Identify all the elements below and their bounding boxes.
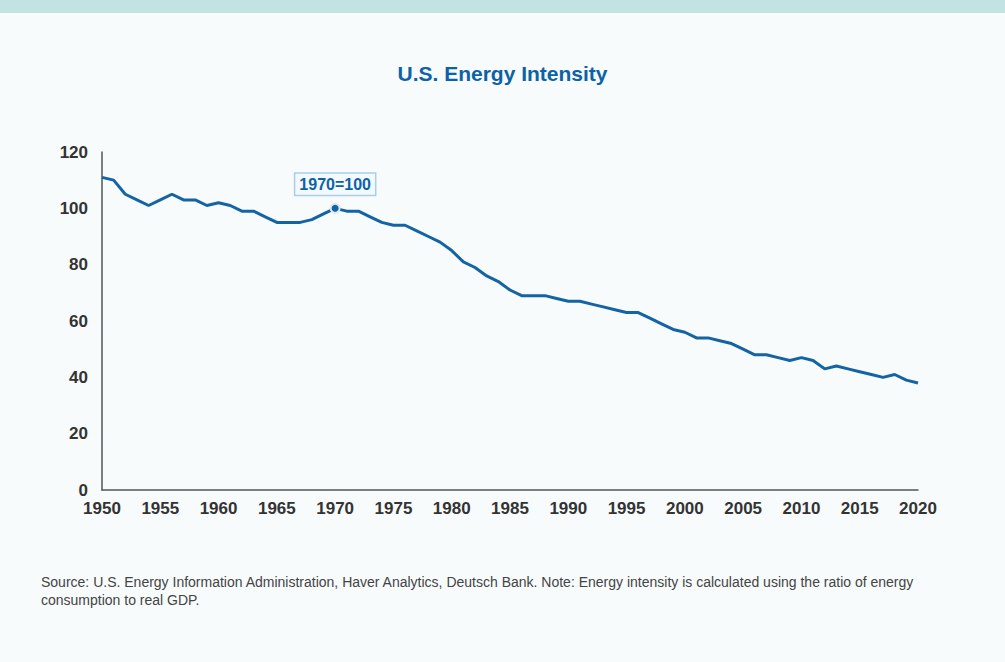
svg-text:20: 20: [69, 424, 88, 443]
svg-text:Source: U.S. Energy Informatio: Source: U.S. Energy Information Administ…: [41, 574, 917, 590]
svg-text:1970=100: 1970=100: [299, 176, 371, 193]
svg-text:80: 80: [69, 255, 88, 274]
svg-text:1995: 1995: [608, 499, 646, 518]
svg-text:1990: 1990: [549, 499, 587, 518]
svg-text:0: 0: [79, 481, 88, 500]
svg-text:consumption to real GDP.: consumption to real GDP.: [41, 592, 200, 608]
svg-text:1950: 1950: [83, 499, 121, 518]
svg-text:120: 120: [60, 143, 88, 162]
svg-text:1970: 1970: [316, 499, 354, 518]
svg-text:1955: 1955: [141, 499, 179, 518]
svg-text:1980: 1980: [433, 499, 471, 518]
svg-text:U.S. Energy Intensity: U.S. Energy Intensity: [397, 62, 607, 85]
svg-text:2000: 2000: [666, 499, 704, 518]
svg-text:2015: 2015: [841, 499, 879, 518]
svg-text:60: 60: [69, 312, 88, 331]
svg-text:1965: 1965: [258, 499, 296, 518]
svg-text:1975: 1975: [375, 499, 413, 518]
svg-text:2010: 2010: [783, 499, 821, 518]
svg-text:1960: 1960: [200, 499, 238, 518]
svg-text:1985: 1985: [491, 499, 529, 518]
svg-text:2020: 2020: [899, 499, 937, 518]
svg-text:2005: 2005: [724, 499, 762, 518]
svg-text:100: 100: [60, 199, 88, 218]
svg-text:40: 40: [69, 368, 88, 387]
